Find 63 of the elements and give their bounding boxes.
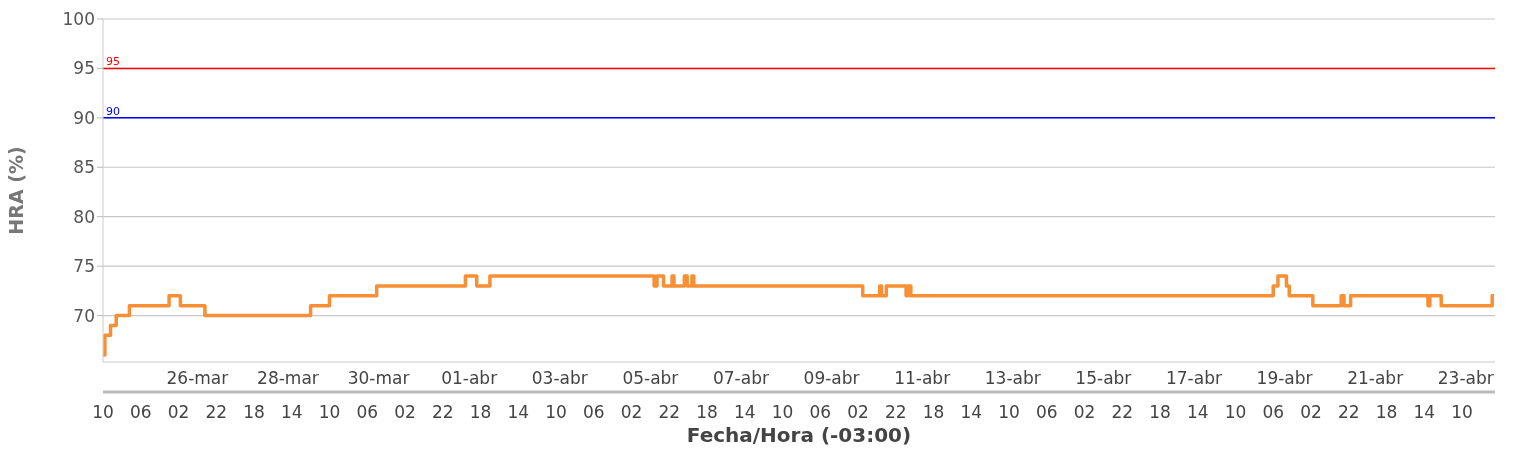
x-tick-label: 10 [92,402,114,423]
x-tick-label: 22 [1111,402,1134,423]
y-tick-label: 75 [73,256,95,277]
x-tick-label: 22 [884,402,907,423]
y-tick-label: 80 [73,206,95,227]
x2-tick-label: 28-mar [257,368,319,389]
x-axis-title: Fecha/Hora (-03:00) [686,423,912,447]
x-tick-label: 18 [1149,402,1171,423]
x-tick-label: 14 [1186,402,1209,423]
x-tick-label: 18 [696,402,718,423]
x-tick-label: 02 [847,402,869,423]
y-tick-label: 70 [73,305,95,326]
x-tick-label: 18 [1375,402,1398,423]
x2-tick-label: 03-abr [531,368,588,389]
x-tick-label: 10 [998,402,1020,423]
x-tick-label: 10 [545,402,567,423]
x-tick-label: 22 [658,402,681,423]
x-tick-label: 06 [1262,402,1285,423]
x2-tick-label: 01-abr [441,368,498,389]
x-tick-label: 02 [167,402,190,423]
x-tick-label: 06 [809,402,832,423]
y-tick-label: 85 [73,157,95,178]
x-tick-label: 22 [1337,402,1360,423]
x2-tick-label: 09-abr [803,368,860,389]
x-tick-label: 18 [243,402,265,423]
ref-line-label: 90 [106,104,120,118]
x-tick-label: 10 [1451,402,1473,423]
x-tick-label: 14 [960,402,983,423]
x-tick-label: 14 [280,402,303,423]
x-tick-label: 14 [733,402,756,423]
x-tick-label: 18 [469,402,492,423]
x2-tick-label: 17-abr [1165,368,1222,389]
x2-tick-label: 19-abr [1256,368,1313,389]
x2-tick-label: 07-abr [712,368,769,389]
y-tick-label: 90 [73,107,95,128]
x-tick-label: 06 [582,402,605,423]
x-tick-label: 18 [922,402,945,423]
x-tick-label: 14 [1413,402,1436,423]
x-tick-label: 02 [1300,402,1322,423]
x-tick-label: 02 [1073,402,1096,423]
x-tick-label: 10 [318,402,341,423]
y-tick-label: 95 [73,58,95,79]
ref-line-label: 95 [106,55,120,69]
x-tick-label: 22 [431,402,454,423]
y-tick-label: 100 [62,9,95,30]
y-axis-title: HRA (%) [4,146,27,235]
x-tick-label: 22 [205,402,228,423]
x2-tick-label: 05-abr [622,368,679,389]
x-tick-label: 02 [620,402,643,423]
x2-tick-label: 30-mar [347,368,410,389]
x-tick-label: 02 [394,402,416,423]
x-tick-label: 06 [1035,402,1058,423]
x-tick-label: 06 [356,402,379,423]
x2-tick-label: 15-abr [1075,368,1132,389]
x-tick-label: 10 [1224,402,1247,423]
x2-tick-label: 21-abr [1347,368,1404,389]
x2-tick-label: 26-mar [166,368,229,389]
x2-tick-label: 23-abr [1437,368,1494,389]
x-tick-label: 10 [771,402,794,423]
x2-tick-label: 13-abr [984,368,1041,389]
x2-tick-label: 11-abr [894,368,951,389]
x-tick-label: 06 [129,402,152,423]
x-tick-label: 14 [507,402,530,423]
